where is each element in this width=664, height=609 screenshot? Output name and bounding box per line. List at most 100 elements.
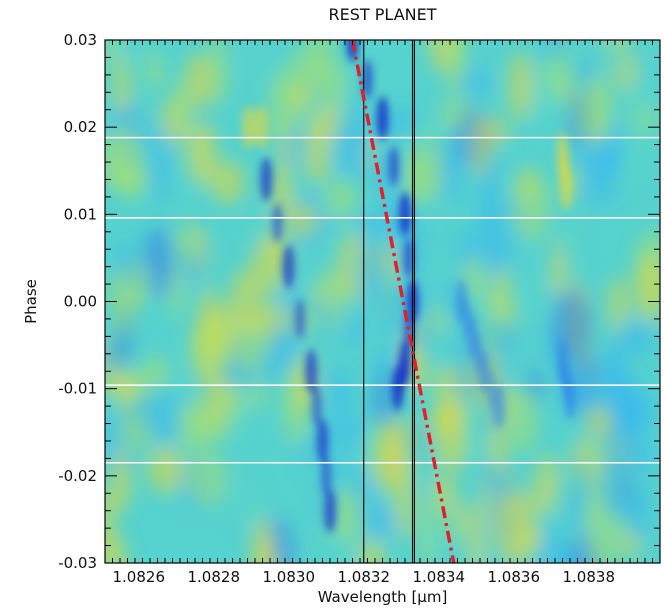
texture-blob <box>610 377 647 442</box>
texture-blob <box>194 314 232 379</box>
absorption-blob-right <box>455 279 505 429</box>
texture-blob <box>264 325 297 383</box>
texture-blob <box>304 117 331 185</box>
feature-blob <box>316 418 329 463</box>
y-axis-label: Phase <box>22 279 40 324</box>
texture-blob <box>192 122 217 187</box>
y-tick-label: 0.02 <box>64 118 97 136</box>
texture-blob <box>623 483 652 542</box>
texture-blob <box>461 391 488 460</box>
feature-blob <box>272 203 283 244</box>
texture-blob <box>235 317 269 372</box>
texture-blob <box>175 223 199 260</box>
absorption-trail-main <box>346 40 419 411</box>
texture-blob <box>584 406 613 438</box>
texture-blob <box>535 454 558 493</box>
feature-blob <box>305 349 318 394</box>
emission-patch-top <box>241 105 269 150</box>
texture-blob <box>631 315 654 356</box>
texture-blob <box>145 50 164 91</box>
texture-blob <box>461 256 486 302</box>
texture-blob <box>574 81 611 147</box>
texture-blob <box>298 287 327 367</box>
y-tick-label: 0.01 <box>64 205 97 223</box>
texture-blob <box>118 240 135 290</box>
texture-blob <box>285 202 318 238</box>
heatmap-texture <box>105 40 660 563</box>
texture-blob <box>627 73 653 112</box>
feature-blob <box>362 59 373 100</box>
texture-blob <box>108 124 143 198</box>
texture-blob <box>369 439 408 492</box>
texture-blob <box>210 40 228 107</box>
texture-blob <box>508 51 534 120</box>
texture-blob <box>467 533 484 563</box>
texture-blob <box>171 80 189 123</box>
feature-blob <box>321 455 332 496</box>
x-tick-label: 1.0826 <box>113 568 166 586</box>
texture-blob <box>228 269 263 331</box>
texture-blob <box>636 253 660 326</box>
texture-blob <box>428 503 466 553</box>
feature-blob <box>403 237 414 278</box>
texture-blob <box>524 280 557 315</box>
feature-blob <box>560 166 573 211</box>
feature-blob <box>399 192 411 237</box>
texture-blob <box>624 435 655 482</box>
texture-blob <box>115 40 153 56</box>
feature-blob <box>388 146 399 187</box>
texture-blob <box>592 346 625 393</box>
texture-blob <box>142 355 170 389</box>
y-tick-label: 0.00 <box>64 293 97 311</box>
texture-blob <box>362 504 399 541</box>
x-tick-label: 1.0836 <box>488 568 541 586</box>
x-tick-label: 1.0838 <box>563 568 616 586</box>
feature-blob <box>391 366 404 411</box>
feature-blob <box>376 96 389 141</box>
x-tick-label: 1.0832 <box>338 568 391 586</box>
texture-blob <box>599 455 624 519</box>
plot-area <box>105 40 660 563</box>
texture-blob <box>603 40 632 69</box>
texture-blob <box>344 310 363 347</box>
texture-blob <box>617 113 657 186</box>
texture-blob <box>438 145 464 201</box>
texture-blob <box>268 71 297 139</box>
texture-blob <box>190 403 231 445</box>
feature-blob <box>564 375 576 420</box>
feature-blob <box>346 40 359 62</box>
texture-blob <box>113 53 130 112</box>
x-tick-label: 1.0828 <box>188 568 241 586</box>
feature-blob <box>260 157 273 202</box>
x-tick-label: 1.0834 <box>413 568 466 586</box>
feature-blob <box>282 244 295 289</box>
texture-blob <box>555 218 581 266</box>
y-tick-label: -0.01 <box>58 380 97 398</box>
texture-blob <box>583 140 620 173</box>
texture-blob <box>148 124 171 202</box>
texture-blob <box>495 491 535 563</box>
texture-blob <box>329 488 363 543</box>
texture-blob <box>105 534 128 563</box>
feature-blob <box>295 298 305 339</box>
texture-blob <box>251 516 274 563</box>
emission-patch-right <box>556 131 573 211</box>
texture-blob <box>241 40 268 86</box>
texture-blob <box>415 113 450 152</box>
texture-blob <box>512 171 551 242</box>
y-tick-label: 0.03 <box>64 31 97 49</box>
texture-blob <box>429 399 467 436</box>
texture-blob <box>356 210 384 239</box>
texture-blob <box>110 370 138 405</box>
x-tick-label: 1.0830 <box>263 568 316 586</box>
texture-blob <box>210 160 246 205</box>
x-axis-label: Wavelength [μm] <box>318 588 448 606</box>
texture-blob <box>229 474 262 529</box>
texture-blob <box>187 450 228 507</box>
absorption-blob-far-right <box>556 340 576 420</box>
feature-blob <box>324 488 336 533</box>
chart-title: REST PLANET <box>329 5 437 24</box>
texture-blob <box>183 52 216 110</box>
texture-blob <box>358 537 385 563</box>
texture-blob <box>471 113 489 178</box>
